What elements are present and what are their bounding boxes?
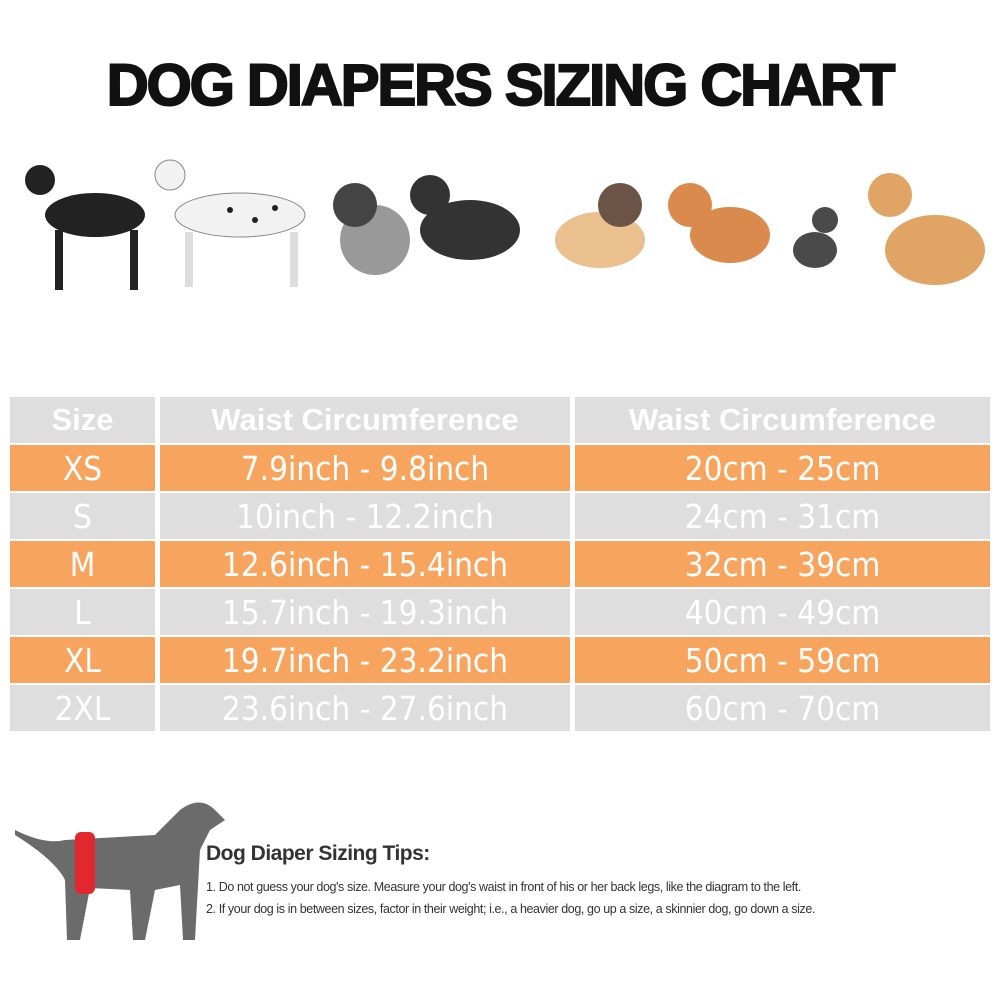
golden-retriever-icon — [868, 173, 985, 285]
size-cell: L — [10, 589, 155, 635]
size-cell: M — [10, 541, 155, 587]
shiba-icon — [668, 183, 770, 263]
inch-cell: 23.6inch - 27.6inch — [160, 685, 570, 731]
size-cell: 2XL — [10, 685, 155, 731]
cm-cell: 20cm - 25cm — [575, 445, 990, 491]
size-cell: XS — [10, 445, 155, 491]
table-row: S 10inch - 12.2inch 24cm - 31cm — [10, 493, 990, 539]
size-cell: S — [10, 493, 155, 539]
tip-item: 2. If your dog is in between sizes, fact… — [206, 902, 816, 916]
table-header-row: Size Waist Circumference Waist Circumfer… — [10, 397, 990, 443]
tips-heading: Dog Diaper Sizing Tips: — [206, 842, 430, 865]
cm-cell: 24cm - 31cm — [575, 493, 990, 539]
chihuahua-icon — [793, 207, 838, 268]
pug-icon — [555, 183, 645, 268]
cm-cell: 40cm - 49cm — [575, 589, 990, 635]
cm-cell: 32cm - 39cm — [575, 541, 990, 587]
table-row: XS 7.9inch - 9.8inch 20cm - 25cm — [10, 445, 990, 491]
header-size: Size — [10, 397, 155, 443]
schnauzer-icon — [410, 175, 520, 260]
doberman-icon — [25, 165, 145, 290]
dog-waist-diagram-icon — [15, 802, 225, 940]
sizing-table: Size Waist Circumference Waist Circumfer… — [5, 395, 995, 733]
header-waist-cm: Waist Circumference — [575, 397, 990, 443]
inch-cell: 15.7inch - 19.3inch — [160, 589, 570, 635]
inch-cell: 7.9inch - 9.8inch — [160, 445, 570, 491]
dalmatian-icon — [154, 159, 306, 287]
dog-illustrations — [25, 159, 985, 290]
cm-cell: 60cm - 70cm — [575, 685, 990, 731]
size-cell: XL — [10, 637, 155, 683]
tip-item: 1. Do not guess your dog's size. Measure… — [206, 880, 801, 894]
table-row: L 15.7inch - 19.3inch 40cm - 49cm — [10, 589, 990, 635]
table-row: M 12.6inch - 15.4inch 32cm - 39cm — [10, 541, 990, 587]
table-row: XL 19.7inch - 23.2inch 50cm - 59cm — [10, 637, 990, 683]
inch-cell: 10inch - 12.2inch — [160, 493, 570, 539]
chart-title: DOG DIAPERS SIZING CHART — [106, 52, 897, 119]
table-row: 2XL 23.6inch - 27.6inch 60cm - 70cm — [10, 685, 990, 731]
gray-mastiff-icon — [333, 183, 410, 275]
inch-cell: 19.7inch - 23.2inch — [160, 637, 570, 683]
sizing-tips: Dog Diaper Sizing Tips: 1. Do not guess … — [206, 842, 1000, 924]
cm-cell: 50cm - 59cm — [575, 637, 990, 683]
inch-cell: 12.6inch - 15.4inch — [160, 541, 570, 587]
header-waist-inch: Waist Circumference — [160, 397, 570, 443]
